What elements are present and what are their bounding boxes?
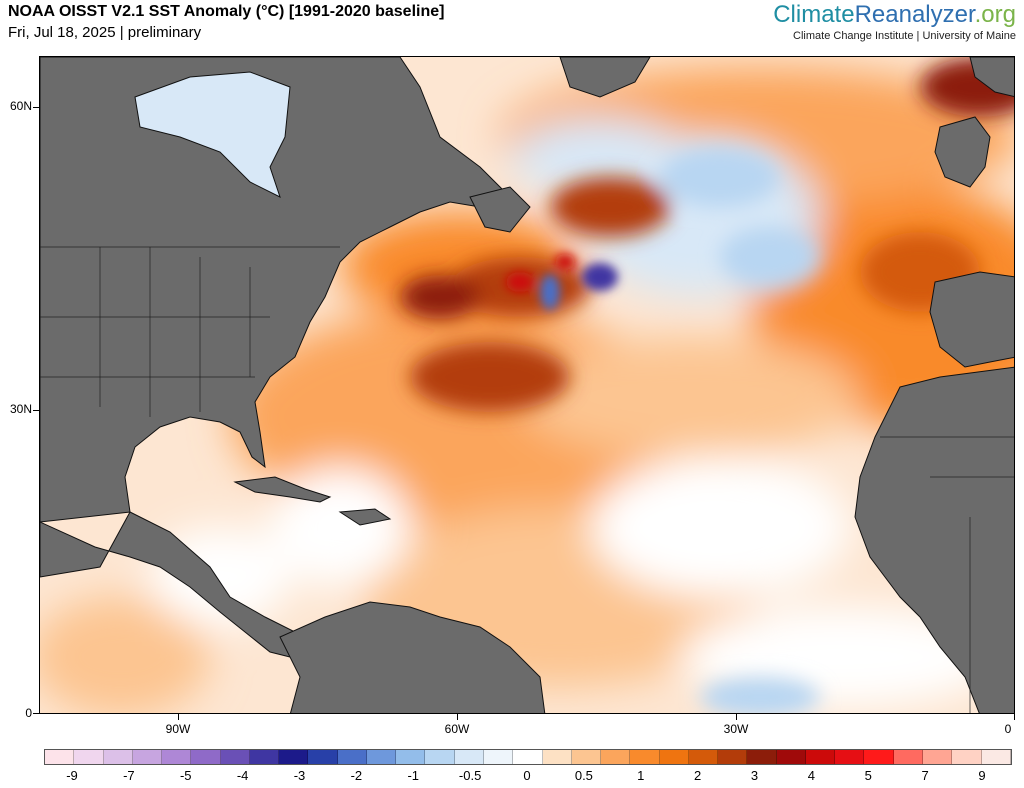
- colorbar-label: 4: [807, 768, 815, 783]
- colorbar-segment: [45, 750, 75, 764]
- colorbar-segment: [805, 750, 836, 764]
- colorbar-segment: [776, 750, 806, 764]
- newfoundland-land: [469, 186, 531, 233]
- central-america-land: [40, 511, 296, 658]
- colorbar-label: 2: [694, 768, 702, 783]
- colorbar-label: -4: [236, 768, 249, 783]
- colorbar-segment: [747, 750, 777, 764]
- colorbar-segment: [630, 750, 660, 764]
- colorbar-label: 0: [523, 768, 531, 783]
- lat-label-60n: 60N: [9, 99, 32, 113]
- colorbar-segment: [132, 750, 163, 764]
- colorbar-segment: [864, 750, 894, 764]
- map-title: NOAA OISST V2.1 SST Anomaly (°C) [1991-2…: [8, 3, 445, 20]
- colorbar-segment: [279, 750, 309, 764]
- colorbar-segment: [483, 750, 514, 764]
- lat-tick: [33, 107, 39, 108]
- brand-logo-part1: Climate: [773, 1, 855, 28]
- colorbar-segment: [542, 750, 572, 764]
- colorbar-label: -5: [179, 768, 192, 783]
- colorbar-segment: [718, 750, 748, 764]
- colorbar-segment: [513, 750, 543, 764]
- lon-label-60w: 60W: [444, 722, 470, 736]
- colorbar-segment: [601, 750, 631, 764]
- lon-tick: [178, 714, 179, 720]
- colorbar-segment: [74, 750, 104, 764]
- lon-tick: [457, 714, 458, 720]
- colorbar-segment: [103, 750, 133, 764]
- brand-logo[interactable]: ClimateReanalyzer.org: [773, 2, 1016, 28]
- colorbar-segment: [688, 750, 719, 764]
- hispaniola-land: [338, 508, 392, 526]
- colorbar-segment: [981, 750, 1011, 764]
- land-masses: [40, 57, 1014, 713]
- colorbar-segment: [922, 750, 953, 764]
- map-svg: [40, 57, 1014, 713]
- anomaly-field: [40, 57, 1014, 713]
- colorbar-label: -9: [66, 768, 78, 783]
- colorbar-label: -3: [293, 768, 306, 783]
- colorbar-segment: [425, 750, 455, 764]
- north-america-land: [40, 57, 511, 523]
- colorbar-label: 7: [921, 768, 929, 783]
- colorbar-segment: [337, 750, 367, 764]
- colorbar-segment: [571, 750, 602, 764]
- colorbar-label: 0.5: [574, 768, 593, 783]
- colorbar-label: 9: [978, 768, 986, 783]
- lon-label-30w: 30W: [723, 722, 749, 736]
- lat-label-0: 0: [25, 706, 32, 720]
- colorbar-segment: [659, 750, 689, 764]
- lat-tick: [33, 410, 39, 411]
- south-america-land: [279, 601, 546, 713]
- lat-label-30n: 30N: [9, 402, 32, 416]
- africa-land: [854, 366, 1014, 713]
- colorbar-segment: [952, 750, 982, 764]
- brand-logo-part3: .org: [974, 1, 1016, 28]
- colorbar-label: -2: [350, 768, 363, 783]
- colorbar-segment: [366, 750, 397, 764]
- hudson-bay: [134, 71, 291, 198]
- brand-logo-part2: Reanalyzer: [854, 1, 975, 28]
- colorbar-segment: [249, 750, 280, 764]
- lon-tick: [1014, 714, 1015, 720]
- sst-anomaly-map: [39, 56, 1015, 714]
- iceland-land: [969, 57, 1014, 98]
- colorbar-label: 3: [750, 768, 759, 783]
- colorbar-segment: [191, 750, 221, 764]
- colorbar-label: -0.5: [458, 768, 482, 783]
- colorbar-segment: [220, 750, 250, 764]
- brand-block: ClimateReanalyzer.org Climate Change Ins…: [773, 2, 1016, 43]
- colorbar-label: -7: [123, 768, 135, 783]
- cuba-land: [233, 476, 332, 503]
- colorbar-segment: [893, 750, 923, 764]
- lat-tick: [33, 713, 39, 714]
- colorbar-segment: [835, 750, 865, 764]
- iberia-land: [929, 271, 1014, 368]
- colorbar-label: -1: [407, 768, 420, 783]
- political-borders: [40, 246, 1014, 713]
- colorbar-segment: [396, 750, 426, 764]
- colorbar-segment: [454, 750, 484, 764]
- lon-label-0: 0: [1004, 722, 1012, 736]
- lon-label-90w: 90W: [165, 722, 191, 736]
- colorbar-segment: [162, 750, 192, 764]
- lon-tick: [736, 714, 737, 720]
- colorbar: [44, 749, 1012, 765]
- map-subtitle: Fri, Jul 18, 2025 | preliminary: [8, 24, 202, 41]
- colorbar-segment: [308, 750, 338, 764]
- colorbar-label: 5: [864, 768, 872, 783]
- british-isles-land: [934, 116, 991, 188]
- brand-institution: Climate Change Institute | University of…: [793, 30, 1016, 42]
- greenland-land: [559, 57, 651, 98]
- colorbar-label: 1: [637, 768, 645, 783]
